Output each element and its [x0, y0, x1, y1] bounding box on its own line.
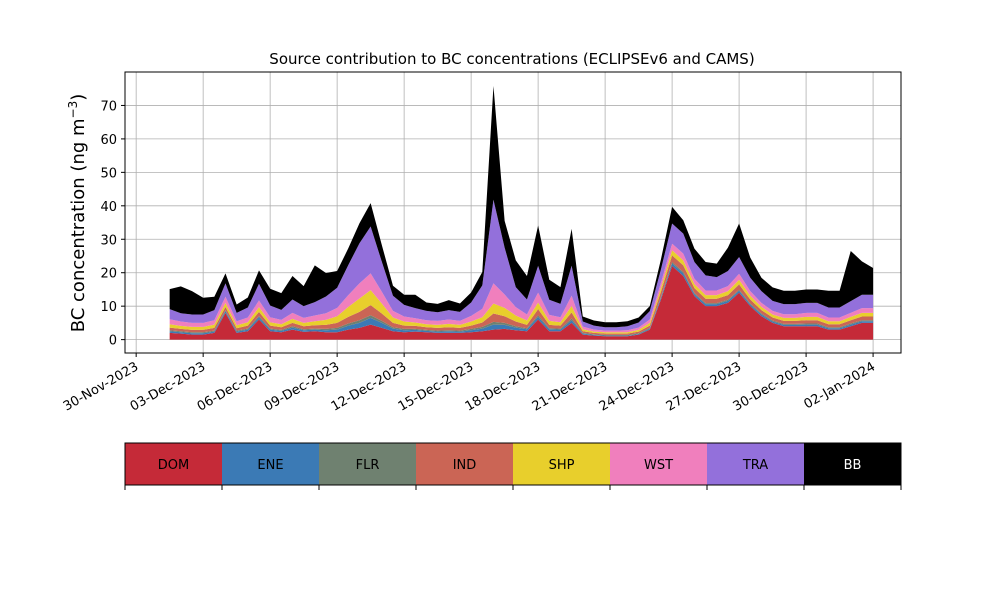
legend-label-bb: BB	[844, 458, 862, 473]
plot-frame	[124, 71, 902, 354]
y-axis-ticks: 0 10 20 30 40 50 60 70	[100, 99, 125, 349]
x-tick-label: 06-Dec-2023	[195, 359, 275, 414]
area-series-shp	[169, 250, 874, 334]
legend-label-dom: DOM	[158, 458, 189, 473]
y-tick-label: 10	[100, 300, 117, 315]
y-tick-label: 70	[100, 99, 117, 114]
legend-label-ind: IND	[453, 458, 477, 473]
area-series-bb	[169, 86, 874, 328]
x-tick-label: 03-Dec-2023	[128, 359, 208, 414]
legend-label-tra: TRA	[742, 458, 768, 473]
area-series-ind	[169, 255, 874, 335]
legend-swatch-wst	[610, 443, 707, 485]
x-tick-label: 30-Nov-2023	[61, 359, 141, 414]
x-axis-ticks: 30-Nov-202303-Dec-202306-Dec-202309-Dec-…	[61, 353, 878, 415]
x-tick-label: 18-Dec-2023	[463, 359, 543, 414]
x-tick-label: 09-Dec-2023	[262, 359, 342, 414]
y-tick-label: 50	[100, 166, 117, 181]
legend-swatch-bb	[804, 443, 901, 485]
y-tick-label: 30	[100, 233, 117, 248]
y-tick-label: 60	[100, 133, 117, 148]
area-series-tra	[169, 199, 874, 331]
legend-label-flr: FLR	[356, 458, 380, 473]
legend-label-shp: SHP	[549, 458, 575, 473]
y-tick-label: 40	[100, 200, 117, 215]
area-series-dom	[169, 266, 874, 340]
x-tick-label: 15-Dec-2023	[396, 359, 476, 414]
legend-swatch-shp	[513, 443, 610, 485]
legend-swatch-tra	[707, 443, 804, 485]
x-tick-label: 27-Dec-2023	[664, 359, 744, 414]
x-tick-label: 02-Jan-2024	[801, 359, 878, 412]
x-tick-label: 12-Dec-2023	[329, 359, 409, 414]
y-axis-label-superscript: −3	[66, 101, 80, 119]
legend-swatch-ind	[416, 443, 513, 485]
x-tick-label: 30-Dec-2023	[731, 359, 811, 414]
legend-label-wst: WST	[644, 458, 673, 473]
legend-swatch-ene	[222, 443, 319, 485]
y-tick-label: 20	[100, 267, 117, 282]
chart-title: Source contribution to BC concentrations…	[269, 50, 754, 68]
y-axis-label-close: )	[68, 94, 89, 101]
y-tick-label: 0	[109, 334, 117, 349]
area-series-wst	[169, 243, 874, 333]
x-tick-label: 24-Dec-2023	[597, 359, 677, 414]
legend-swatch-flr	[319, 443, 416, 485]
stacked-areas	[169, 86, 874, 340]
legend-label-ene: ENE	[257, 458, 283, 473]
y-axis-label: BC concentration (ng m−3)	[66, 94, 89, 333]
legend-swatch-dom	[125, 443, 222, 485]
y-axis-label-main: BC concentration (ng m	[68, 118, 89, 332]
x-tick-label: 21-Dec-2023	[530, 359, 610, 414]
color-legend: DOM ENE FLR IND SHP WST TRA BB	[124, 442, 902, 490]
